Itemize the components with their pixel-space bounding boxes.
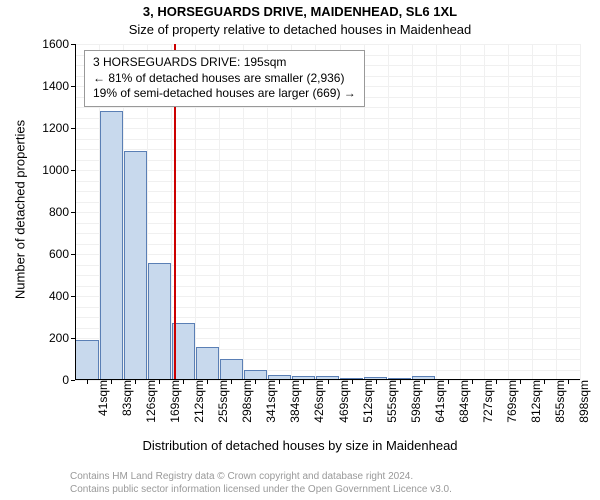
gridline-h-minor: [75, 202, 580, 203]
gridline-h: [75, 212, 580, 213]
gridline-h-minor: [75, 107, 580, 108]
gridline-v: [580, 44, 581, 380]
x-tick-label: 469sqm: [333, 380, 351, 423]
histogram-bar: [100, 111, 123, 380]
x-tick-mark: [520, 380, 521, 384]
histogram-bar: [196, 347, 219, 380]
x-tick-label: 598sqm: [405, 380, 423, 423]
chart-root: 3, HORSEGUARDS DRIVE, MAIDENHEAD, SL6 1X…: [0, 0, 600, 500]
x-tick-label: 898sqm: [573, 380, 591, 423]
infobox-line3: 19% of semi-detached houses are larger (…: [93, 86, 356, 102]
x-tick-mark: [424, 380, 425, 384]
attribution-text: Contains HM Land Registry data © Crown c…: [70, 470, 452, 496]
x-tick-mark: [376, 380, 377, 384]
x-tick-label: 169sqm: [164, 380, 182, 423]
x-tick-mark: [111, 380, 112, 384]
histogram-bar: [124, 151, 147, 380]
gridline-h: [75, 44, 580, 45]
gridline-h-minor: [75, 118, 580, 119]
gridline-h: [75, 254, 580, 255]
x-tick-label: 555sqm: [381, 380, 399, 423]
y-tick-mark: [71, 380, 75, 381]
x-tick-label: 126sqm: [140, 380, 158, 423]
y-axis-line: [75, 44, 76, 380]
gridline-h: [75, 128, 580, 129]
x-tick-mark: [279, 380, 280, 384]
attribution-line1: Contains HM Land Registry data © Crown c…: [70, 470, 452, 483]
x-tick-mark: [135, 380, 136, 384]
x-tick-mark: [303, 380, 304, 384]
x-tick-label: 384sqm: [284, 380, 302, 423]
gridline-h-minor: [75, 139, 580, 140]
x-tick-label: 855sqm: [549, 380, 567, 423]
chart-subtitle: Size of property relative to detached ho…: [0, 22, 600, 37]
gridline-h-minor: [75, 149, 580, 150]
x-tick-mark: [159, 380, 160, 384]
x-tick-label: 727sqm: [477, 380, 495, 423]
y-axis-label: Number of detached properties: [13, 110, 28, 310]
x-tick-label: 769sqm: [501, 380, 519, 423]
x-tick-label: 812sqm: [525, 380, 543, 423]
x-tick-mark: [568, 380, 569, 384]
gridline-h-minor: [75, 244, 580, 245]
x-tick-mark: [472, 380, 473, 384]
gridline-h-minor: [75, 160, 580, 161]
x-tick-mark: [183, 380, 184, 384]
gridline-h-minor: [75, 233, 580, 234]
x-tick-label: 512sqm: [357, 380, 375, 423]
gridline-h: [75, 170, 580, 171]
gridline-h-minor: [75, 223, 580, 224]
x-tick-label: 641sqm: [429, 380, 447, 423]
x-axis-label: Distribution of detached houses by size …: [0, 438, 600, 453]
gridline-h-minor: [75, 191, 580, 192]
x-tick-mark: [352, 380, 353, 384]
x-tick-label: 341sqm: [260, 380, 278, 423]
infobox-line2: ← 81% of detached houses are smaller (2,…: [93, 71, 356, 87]
histogram-bar: [75, 340, 98, 380]
x-tick-label: 83sqm: [116, 380, 134, 416]
x-tick-label: 255sqm: [212, 380, 230, 423]
x-tick-mark: [87, 380, 88, 384]
chart-title: 3, HORSEGUARDS DRIVE, MAIDENHEAD, SL6 1X…: [0, 4, 600, 19]
attribution-line2: Contains public sector information licen…: [70, 483, 452, 496]
x-tick-label: 41sqm: [92, 380, 110, 416]
x-tick-label: 298sqm: [236, 380, 254, 423]
x-tick-mark: [400, 380, 401, 384]
x-tick-mark: [255, 380, 256, 384]
infobox-line1: 3 HORSEGUARDS DRIVE: 195sqm: [93, 55, 356, 71]
x-tick-mark: [207, 380, 208, 384]
x-tick-mark: [231, 380, 232, 384]
histogram-bar: [148, 263, 171, 380]
x-tick-label: 684sqm: [453, 380, 471, 423]
x-tick-label: 212sqm: [188, 380, 206, 423]
x-axis-line: [75, 379, 580, 380]
x-tick-label: 426sqm: [308, 380, 326, 423]
x-tick-mark: [496, 380, 497, 384]
x-tick-mark: [328, 380, 329, 384]
histogram-bar: [220, 359, 243, 380]
x-tick-mark: [544, 380, 545, 384]
x-tick-mark: [448, 380, 449, 384]
reference-infobox: 3 HORSEGUARDS DRIVE: 195sqm ← 81% of det…: [84, 50, 365, 107]
gridline-h-minor: [75, 181, 580, 182]
